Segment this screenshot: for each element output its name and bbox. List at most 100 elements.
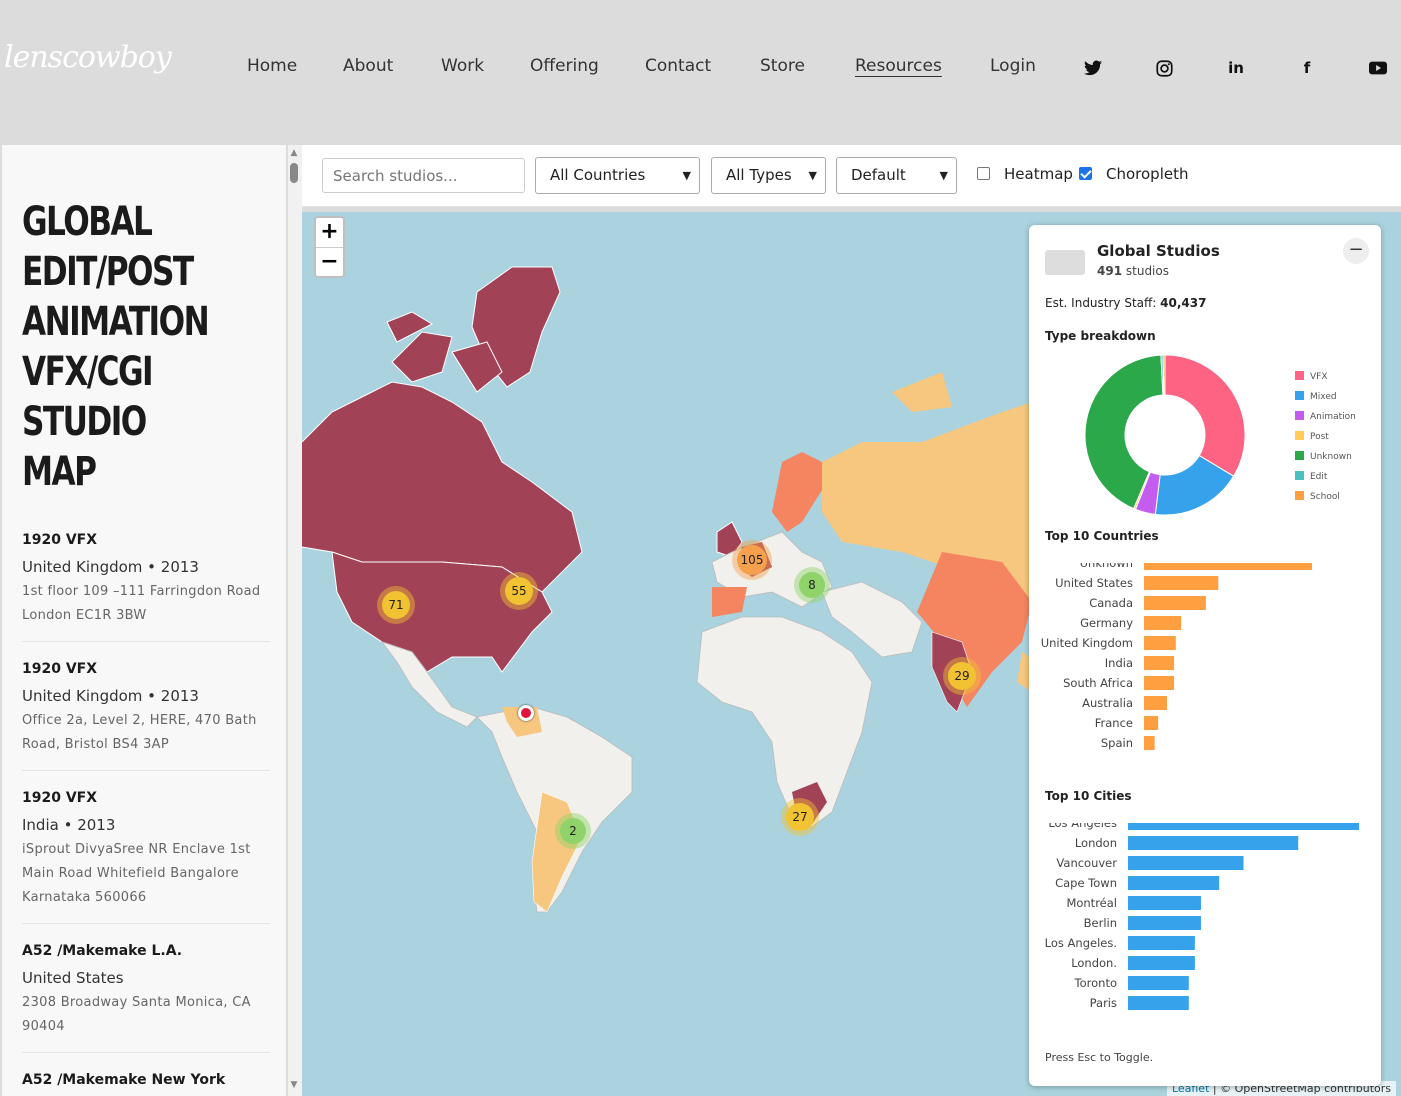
nav-store[interactable]: Store xyxy=(760,56,805,76)
facebook-icon[interactable]: f xyxy=(1303,59,1311,77)
bar xyxy=(1144,636,1176,650)
map-cluster[interactable]: 27 xyxy=(781,798,819,836)
nav-offering[interactable]: Offering xyxy=(530,56,599,76)
donut-slice-unknown xyxy=(1084,354,1164,510)
bar xyxy=(1144,616,1182,630)
instagram-icon[interactable] xyxy=(1154,58,1174,78)
type-select[interactable]: All Types ▼ xyxy=(711,157,826,194)
zoom-in-button[interactable]: + xyxy=(320,219,339,244)
studio-address: 2308 Broadway Santa Monica, CA 90404 xyxy=(22,995,251,1034)
bar xyxy=(1128,876,1220,890)
site-logo[interactable]: lenscowboy xyxy=(4,40,172,75)
staff-label: Est. Industry Staff: xyxy=(1045,296,1161,310)
studio-count: 491 studios xyxy=(1097,264,1169,278)
stats-panel: Global Studios 491 studios − Est. Indust… xyxy=(1029,225,1381,1086)
zoom-control: + − xyxy=(314,216,345,278)
top-countries-title: Top 10 Countries xyxy=(1045,529,1159,543)
youtube-icon[interactable] xyxy=(1368,58,1388,78)
studio-address: Office 2a, Level 2, HERE, 470 Bath Road,… xyxy=(22,713,257,752)
studio-address: iSprout DivyaSree NR Enclave 1st Main Ro… xyxy=(22,842,251,905)
studio-name: 1920 VFX xyxy=(22,790,98,806)
legend-swatch xyxy=(1295,471,1304,480)
bar-label: United Kingdom xyxy=(1041,636,1133,650)
studio-meta: India • 2013 xyxy=(22,816,116,834)
search-input[interactable] xyxy=(322,158,525,193)
page-title: GLOBAL EDIT/POST ANIMATION VFX/CGI STUDI… xyxy=(22,199,210,495)
legend-swatch xyxy=(1295,451,1304,460)
legend-label: VFX xyxy=(1310,372,1328,382)
industry-staff: Est. Industry Staff: 40,437 xyxy=(1045,296,1206,310)
studio-marker[interactable] xyxy=(518,705,534,721)
legend-label: School xyxy=(1310,492,1340,502)
bar-label: Canada xyxy=(1089,596,1133,610)
linkedin-icon[interactable]: in xyxy=(1228,59,1244,77)
map-cluster[interactable]: 71 xyxy=(377,586,415,624)
map-cluster[interactable]: 29 xyxy=(943,657,981,695)
studio-count-value: 491 xyxy=(1097,264,1123,278)
choropleth-label[interactable]: Choropleth xyxy=(1106,165,1189,183)
heatmap-label[interactable]: Heatmap xyxy=(1004,165,1073,183)
top-cities-title: Top 10 Cities xyxy=(1045,789,1132,803)
studio-list-sidebar: GLOBAL EDIT/POST ANIMATION VFX/CGI STUDI… xyxy=(2,145,286,1096)
legend-label: Animation xyxy=(1310,412,1356,422)
bar-label: Paris xyxy=(1090,996,1117,1010)
site-header: lenscowboy Home About Work Offering Cont… xyxy=(0,0,1401,145)
type-select-value: All Types xyxy=(726,166,792,184)
bar xyxy=(1144,656,1175,670)
map-cluster[interactable]: 8 xyxy=(794,567,830,603)
bar xyxy=(1128,996,1189,1010)
bar xyxy=(1128,976,1189,990)
choropleth-checkbox[interactable] xyxy=(1079,167,1092,180)
studio-name: A52 /Makemake New York xyxy=(22,1072,226,1088)
twitter-icon[interactable] xyxy=(1083,58,1103,78)
cluster-count: 27 xyxy=(786,803,814,831)
legend-label: Edit xyxy=(1310,472,1328,482)
studio-list-item[interactable]: A52 /Makemake L.A. United States 2308 Br… xyxy=(22,941,270,1053)
toggle-hint: Press Esc to Toggle. xyxy=(1045,1051,1154,1064)
nav-about[interactable]: About xyxy=(343,56,394,76)
cluster-count: 29 xyxy=(948,662,976,690)
studio-list-item[interactable]: 1920 VFX India • 2013 iSprout DivyaSree … xyxy=(22,788,270,924)
type-breakdown-title: Type breakdown xyxy=(1045,329,1156,343)
studio-address: 1st floor 109 –111 Farringdon Road Londo… xyxy=(22,584,261,623)
studio-name: A52 /Makemake L.A. xyxy=(22,943,183,959)
studio-list-item[interactable]: 1920 VFX United Kingdom • 2013 1st floor… xyxy=(22,530,270,642)
heatmap-checkbox[interactable] xyxy=(977,167,990,180)
bar-label: Los Angeles. xyxy=(1045,936,1117,950)
map-cluster[interactable]: 2 xyxy=(555,813,591,849)
bar-label: London. xyxy=(1071,956,1117,970)
scroll-up-icon[interactable]: ▲ xyxy=(290,148,298,158)
legend-label: Mixed xyxy=(1310,392,1337,402)
map-cluster[interactable]: 55 xyxy=(500,572,538,610)
nav-work[interactable]: Work xyxy=(441,56,485,76)
scrollbar-thumb[interactable] xyxy=(290,163,298,183)
bar-label: Cape Town xyxy=(1055,876,1117,890)
zoom-out-button[interactable]: − xyxy=(316,247,343,276)
scroll-down-icon[interactable]: ▼ xyxy=(290,1080,298,1090)
sort-select[interactable]: Default ▼ xyxy=(836,157,957,194)
cluster-count: 2 xyxy=(560,818,586,844)
map-cluster[interactable]: 105 xyxy=(732,540,772,580)
studio-list-item[interactable]: 1920 VFX United Kingdom • 2013 Office 2a… xyxy=(22,659,270,771)
bar xyxy=(1144,716,1159,730)
bar xyxy=(1128,836,1299,850)
sidebar-scrollbar[interactable] xyxy=(288,145,302,1096)
nav-home[interactable]: Home xyxy=(247,56,298,76)
nav-login[interactable]: Login xyxy=(990,56,1036,76)
bar-label: Unknown xyxy=(1080,563,1133,570)
bar-label: India xyxy=(1105,656,1133,670)
donut-slice-vfx xyxy=(1164,354,1246,477)
bar-label: Australia xyxy=(1082,696,1133,710)
country-select[interactable]: All Countries ▼ xyxy=(535,157,700,194)
nav-contact[interactable]: Contact xyxy=(645,56,712,76)
bar xyxy=(1128,936,1195,950)
collapse-panel-button[interactable]: − xyxy=(1343,238,1369,264)
studio-count-suffix: studios xyxy=(1122,264,1169,278)
legend-swatch xyxy=(1295,391,1304,400)
nav-resources[interactable]: Resources xyxy=(855,56,942,76)
panel-title: Global Studios xyxy=(1097,242,1220,260)
bar-label: Vancouver xyxy=(1056,856,1117,870)
studio-list-item[interactable]: A52 /Makemake New York xyxy=(22,1070,270,1096)
bar xyxy=(1144,736,1155,750)
legend-swatch xyxy=(1295,491,1304,500)
